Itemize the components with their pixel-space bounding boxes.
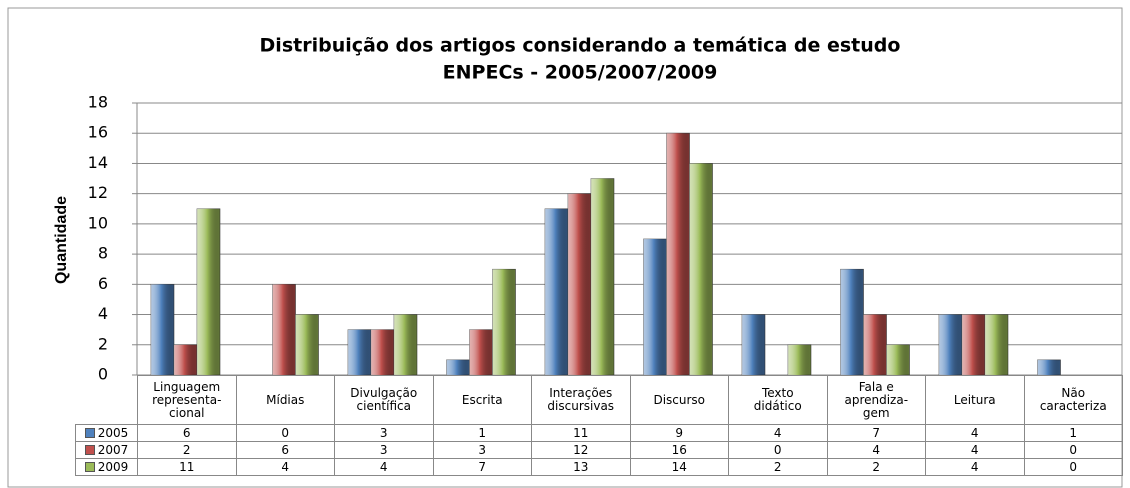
y-tick-label: 18 <box>88 93 108 112</box>
table-value: 2 <box>728 458 828 476</box>
y-tick-label: 2 <box>98 334 108 353</box>
legend-entry: 2007 <box>75 441 138 459</box>
table-value: 4 <box>334 458 434 476</box>
bar-shade <box>151 284 174 375</box>
table-value: 4 <box>925 424 1025 442</box>
table-value: 11 <box>531 424 631 442</box>
y-tick-label: 16 <box>88 123 108 142</box>
x-tick-label: Texto didático <box>728 375 828 425</box>
bar-shade <box>469 329 493 375</box>
table-value: 2 <box>137 441 237 459</box>
bar-shade <box>394 314 417 375</box>
bar-shade <box>788 344 811 375</box>
table-value: 4 <box>728 424 828 442</box>
table-value: 0 <box>235 424 335 442</box>
series-row: 2005 6 0 3 1 11 9 4 7 4 1 <box>75 424 1123 442</box>
table-value: 3 <box>432 441 532 459</box>
bar-shade <box>371 329 394 375</box>
x-tick-label: Mídias <box>235 375 335 425</box>
y-tick-label: 14 <box>88 153 108 172</box>
table-value: 16 <box>629 441 729 459</box>
bar-shade <box>666 133 690 375</box>
x-tick-label: Discurso <box>629 375 729 425</box>
y-tick-label: 10 <box>88 213 108 232</box>
table-value: 11 <box>137 458 237 476</box>
table-value: 1 <box>432 424 532 442</box>
bar-shade <box>985 314 1008 375</box>
x-tick-label: Escrita <box>432 375 532 425</box>
table-value: 6 <box>137 424 237 442</box>
table-value: 3 <box>334 424 434 442</box>
bar-shade <box>643 239 667 375</box>
bar-shade <box>962 314 985 375</box>
category-row: Linguagem representa- cional Mídias Divulg… <box>76 375 1123 425</box>
table-value: 0 <box>1023 441 1123 459</box>
data-table: Linguagem representa- cional Mídias Divulg… <box>75 375 1123 476</box>
series-row: 2007 2 6 3 3 12 16 0 4 4 0 <box>75 441 1123 459</box>
legend-entry: 2009 <box>75 458 138 476</box>
x-tick-label: Linguagem representa- cional <box>137 375 237 425</box>
table-value: 13 <box>531 458 631 476</box>
legend-entry: 2005 <box>75 424 138 442</box>
legend-label: 2007 <box>97 442 129 457</box>
table-value: 2 <box>826 458 926 476</box>
bar-shade <box>295 314 319 375</box>
table-value: 4 <box>235 458 335 476</box>
legend-swatch <box>84 462 95 472</box>
y-tick-label: 8 <box>98 244 108 263</box>
bar-shade <box>591 178 614 375</box>
bar-shade <box>174 344 197 375</box>
x-tick-label: Não caracteriza <box>1023 375 1123 425</box>
legend-swatch <box>84 428 95 438</box>
bar-shade <box>939 314 962 375</box>
y-axis-label: Quantidade <box>53 196 70 284</box>
bar-shade <box>742 314 765 375</box>
table-value: 7 <box>432 458 532 476</box>
legend-label: 2005 <box>97 425 129 440</box>
table-value: 4 <box>925 441 1025 459</box>
bar-shade <box>568 193 591 375</box>
table-value: 0 <box>728 441 828 459</box>
bar-shade <box>446 359 470 375</box>
table-value: 1 <box>1023 424 1123 442</box>
x-tick-label: Fala e aprendiza- gem <box>826 375 926 425</box>
chart-subtitle: ENPECs - 2005/2007/2009 <box>443 62 718 84</box>
table-value: 9 <box>629 424 729 442</box>
table-corner <box>76 376 138 425</box>
bar-shade <box>348 329 371 375</box>
bar-shade <box>492 269 516 375</box>
x-tick-label: Leitura <box>925 375 1025 425</box>
bar-shade <box>197 208 220 375</box>
y-tick-label: 12 <box>88 183 108 202</box>
x-tick-label: Divulgação científica <box>334 375 434 425</box>
table-value: 7 <box>826 424 926 442</box>
y-tick-label: 6 <box>98 274 108 293</box>
bar-shade <box>689 163 713 375</box>
table-value: 0 <box>1023 458 1123 476</box>
table-value: 14 <box>629 458 729 476</box>
table-value: 4 <box>925 458 1025 476</box>
legend-label: 2009 <box>97 459 129 474</box>
bar-shade <box>545 208 568 375</box>
bar-shade <box>1037 359 1061 375</box>
table-value: 12 <box>531 441 631 459</box>
bar-shade <box>840 269 864 375</box>
x-tick-label: Interações discursivas <box>531 375 631 425</box>
y-tick-label: 4 <box>98 304 108 323</box>
y-tick-label: 0 <box>98 365 108 384</box>
series-row: 2009 11 4 4 7 13 14 2 2 4 0 <box>75 458 1123 476</box>
table-value: 3 <box>334 441 434 459</box>
bar-shade <box>886 344 910 375</box>
legend-swatch <box>84 445 95 455</box>
table-value: 6 <box>235 441 335 459</box>
bar-shade <box>272 284 296 375</box>
table-value: 4 <box>826 441 926 459</box>
chart-title: Distribuição dos artigos considerando a … <box>260 35 901 57</box>
bar-shade <box>863 314 887 375</box>
